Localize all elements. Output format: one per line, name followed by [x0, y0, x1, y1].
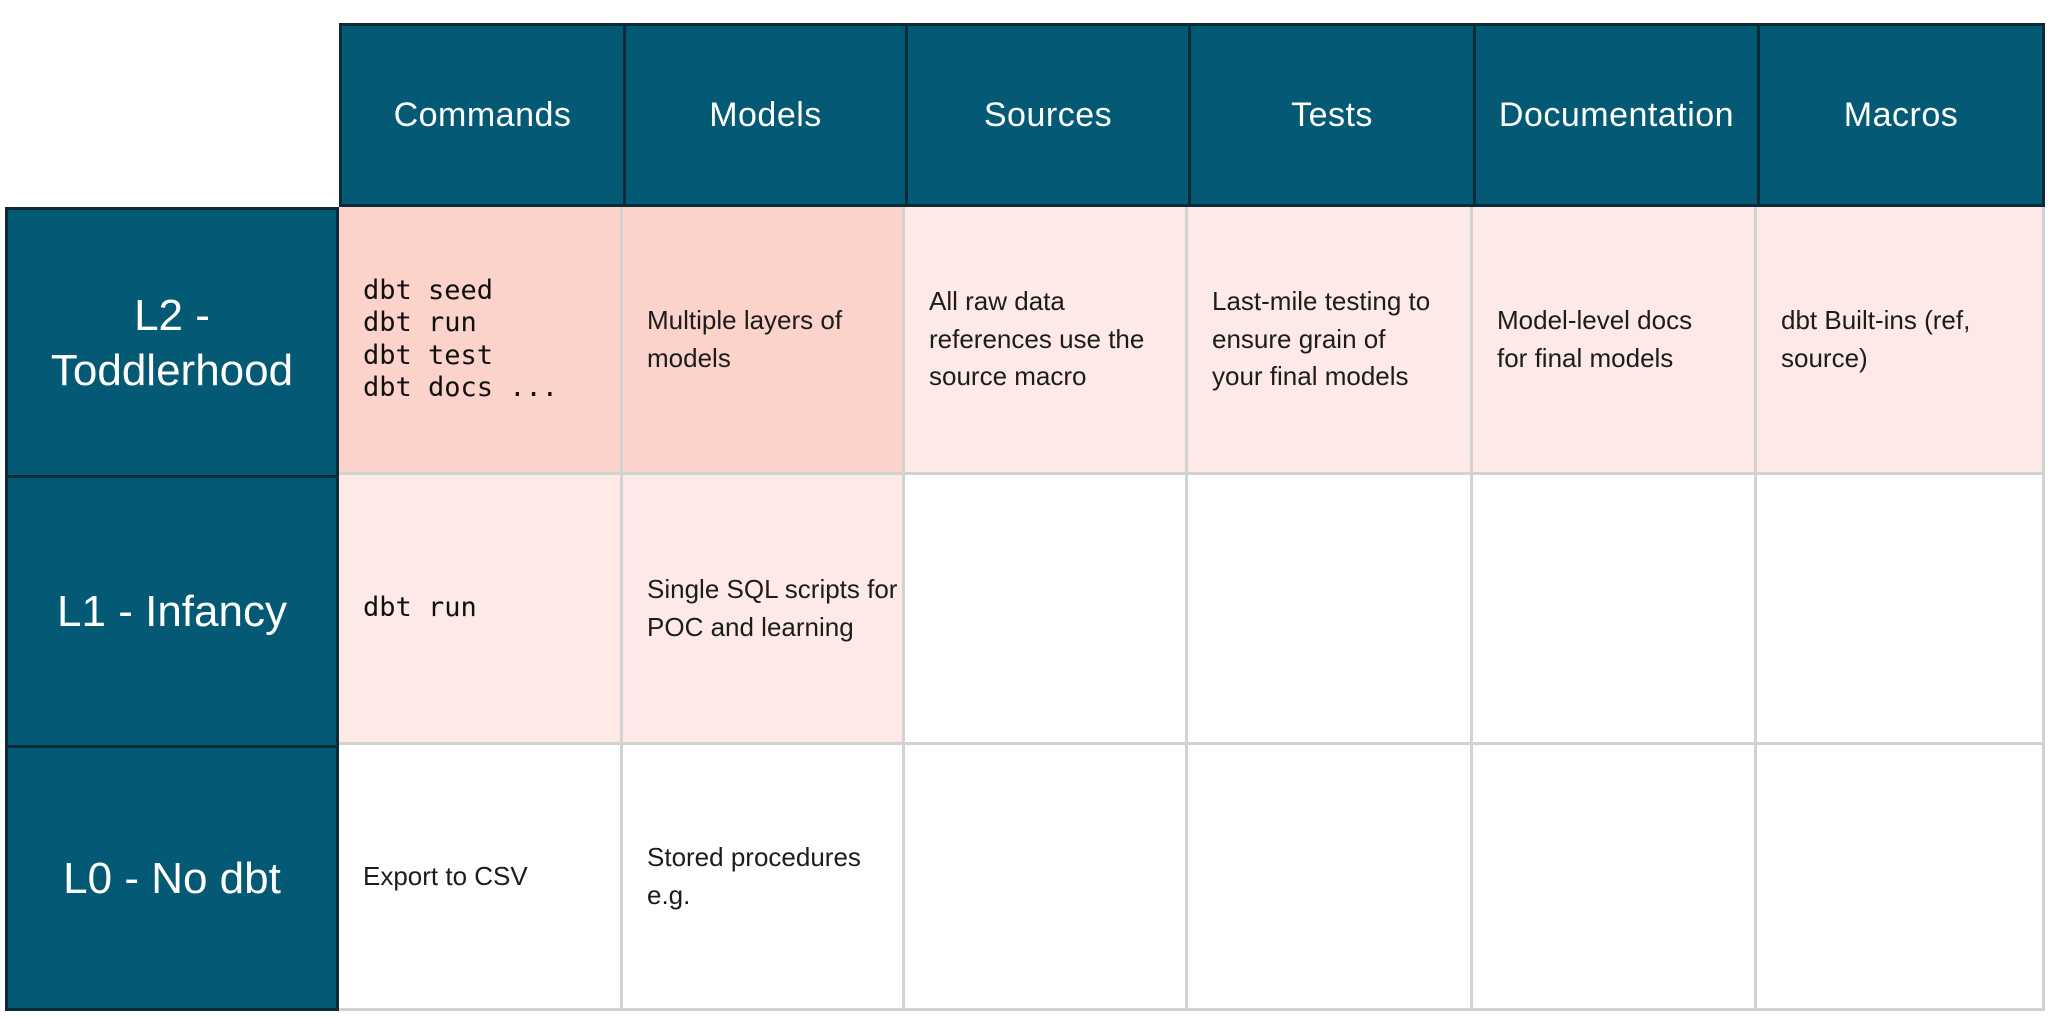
cell-l2-commands: dbt seed dbt run dbt test dbt docs ... [339, 207, 623, 475]
col-header-commands: Commands [339, 23, 623, 207]
cell-l1-commands: dbt run [339, 475, 623, 745]
col-header-sources: Sources [905, 23, 1188, 207]
cell-l1-macros [1757, 475, 2045, 745]
row-header-l2-toddlerhood: L2 - Toddlerhood [5, 207, 339, 475]
cell-l0-tests [1188, 745, 1473, 1011]
row-header-l0-no-dbt: L0 - No dbt [5, 745, 339, 1011]
cell-l1-tests [1188, 475, 1473, 745]
cell-l1-sources [905, 475, 1188, 745]
cell-l2-documentation: Model-level docs for final models [1473, 207, 1757, 475]
col-header-tests: Tests [1188, 23, 1473, 207]
cell-l0-sources [905, 745, 1188, 1011]
cell-l2-sources: All raw data references use the source m… [905, 207, 1188, 475]
maturity-table: Commands Models Sources Tests Documentat… [5, 23, 2045, 1011]
cell-l2-macros: dbt Built-ins (ref, source) [1757, 207, 2045, 475]
cell-l1-documentation [1473, 475, 1757, 745]
col-header-macros: Macros [1757, 23, 2045, 207]
cell-l0-commands: Export to CSV [339, 745, 623, 1011]
cell-l2-models: Multiple layers of models [623, 207, 905, 475]
cell-l0-models: Stored procedures e.g. [623, 745, 905, 1011]
col-header-documentation: Documentation [1473, 23, 1757, 207]
table-corner-spacer [5, 23, 339, 207]
row-header-l1-infancy: L1 - Infancy [5, 475, 339, 745]
cell-l0-documentation [1473, 745, 1757, 1011]
cell-l2-tests: Last-mile testing to ensure grain of you… [1188, 207, 1473, 475]
cell-l0-macros [1757, 745, 2045, 1011]
cell-l1-models: Single SQL scripts for POC and learning [623, 475, 905, 745]
col-header-models: Models [623, 23, 905, 207]
